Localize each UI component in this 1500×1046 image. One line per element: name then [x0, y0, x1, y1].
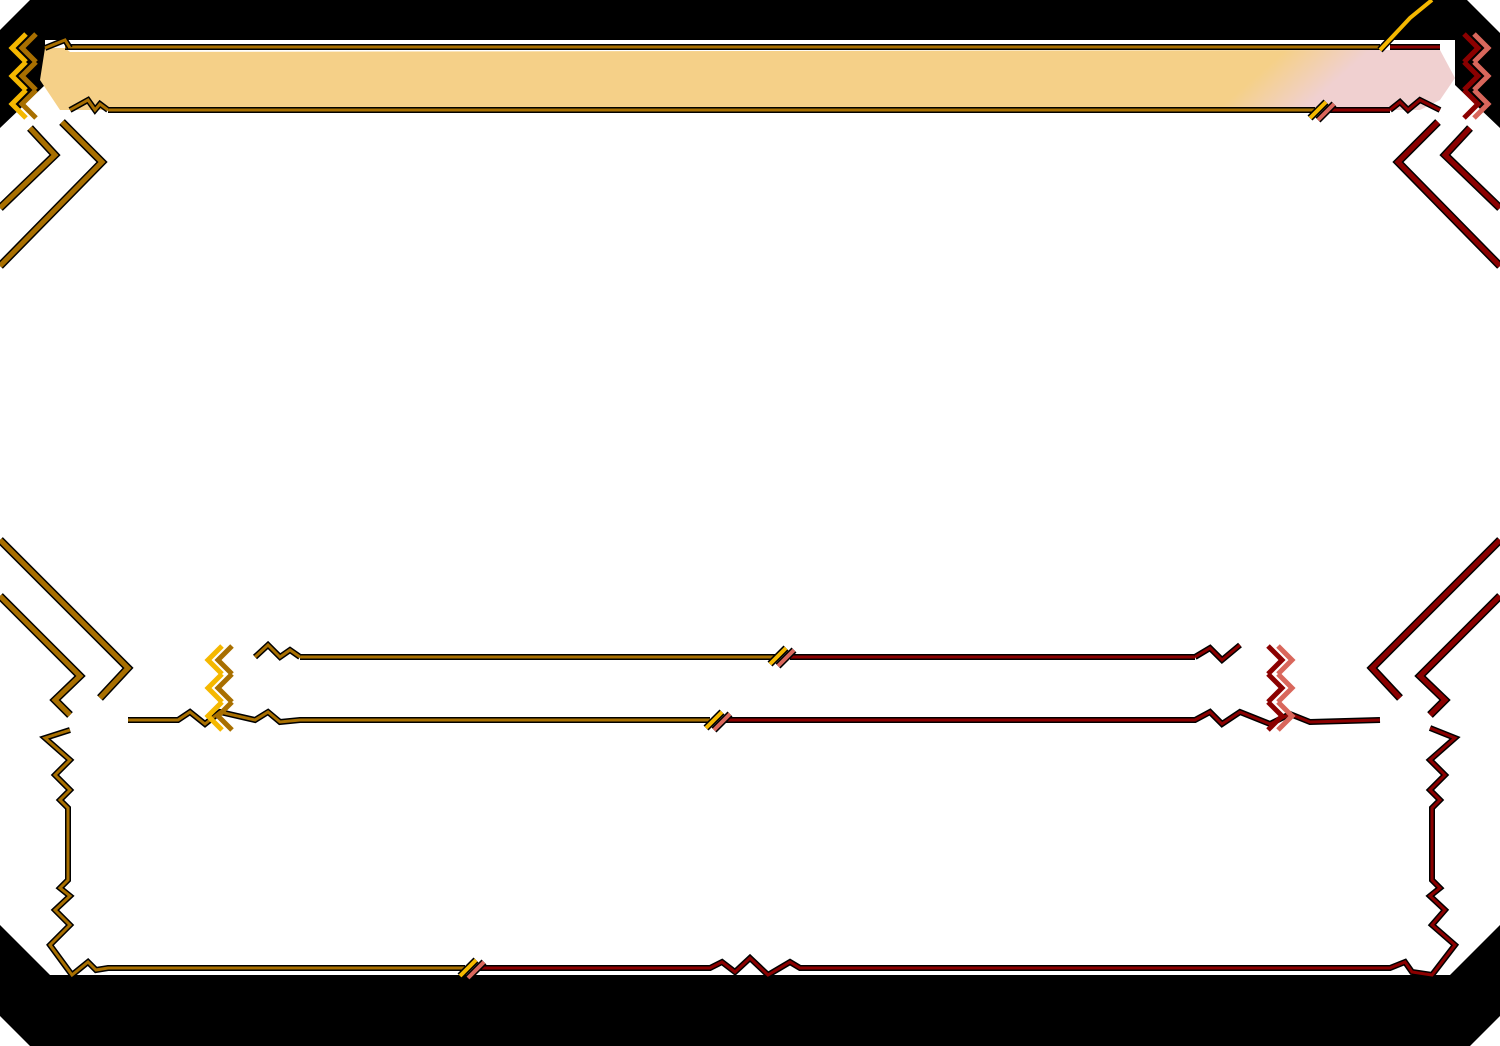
nameplate-left-top-zigzag — [253, 642, 301, 659]
left-banner-chevron-icon — [18, 88, 38, 120]
left-lower-diagonal-inner — [0, 594, 84, 717]
right-banner-chevron-icon — [1462, 88, 1482, 120]
right-lower-diagonal-outer — [1368, 538, 1500, 700]
left-lower-diagonal-inner — [0, 593, 86, 718]
left-nameplate-chevron-icon — [214, 672, 234, 704]
banner-left-zigzag — [69, 98, 109, 113]
textbox-left-border — [39, 727, 465, 980]
left-banner-chevron-icon — [8, 88, 28, 120]
right-nameplate-chevron-icon — [1266, 672, 1286, 704]
left-lower-diagonal-outer — [0, 538, 132, 700]
slash-accent — [712, 712, 732, 732]
left-banner-chevron-icon — [8, 60, 28, 92]
slash-accent — [776, 648, 796, 668]
left-banner-chevron-icon — [18, 60, 38, 92]
right-upper-diagonal-inner — [1439, 125, 1500, 211]
nameplate-right-top-zigzag — [1194, 643, 1241, 663]
slash-accent — [1308, 100, 1328, 120]
right-banner-chevron-icon — [1472, 88, 1492, 120]
textbox-right-border — [480, 726, 1458, 977]
slash-accent — [768, 646, 788, 666]
bottom-black-border — [0, 925, 1500, 1046]
frame-lines — [0, 0, 1500, 981]
right-nameplate-chevron-icon — [1266, 700, 1286, 732]
right-nameplate-chevron-icon — [1276, 700, 1296, 732]
slash-accent — [1316, 102, 1336, 122]
left-upper-diagonal-inner — [0, 126, 59, 210]
left-nameplate-chevron-icon — [204, 644, 224, 676]
right-lower-diagonal-inner — [1414, 593, 1500, 718]
nameplate-bottom-red — [725, 710, 1381, 726]
left-upper-diagonal-inner — [0, 125, 61, 211]
banner-right-zigzag — [1389, 98, 1441, 113]
right-upper-diagonal-inner — [1441, 126, 1500, 210]
right-banner-chevron-icon — [1462, 32, 1482, 64]
left-banner-chevron-icon — [8, 32, 28, 64]
left-nameplate-chevron-icon — [204, 672, 224, 704]
slash-accent — [704, 710, 724, 730]
right-upper-diagonal-outer — [1394, 120, 1500, 268]
slash-accent — [458, 958, 478, 978]
right-banner-chevron-icon — [1472, 60, 1492, 92]
corner-ornaments — [8, 32, 1492, 732]
right-nameplate-chevron-icon — [1276, 644, 1296, 676]
top-black-border — [0, 0, 1500, 128]
left-upper-diagonal-outer — [0, 120, 106, 268]
nameplate-bottom-gold — [128, 710, 710, 726]
left-nameplate-chevron-icon — [214, 700, 234, 732]
right-lower-diagonal-inner — [1416, 594, 1500, 717]
top-right-bolt — [1378, 0, 1434, 52]
textbox-right-border — [480, 725, 1461, 979]
title-banner — [40, 48, 1455, 110]
right-nameplate-chevron-icon — [1276, 672, 1296, 704]
left-nameplate-chevron-icon — [214, 644, 234, 676]
banner-left-notch — [44, 38, 72, 50]
left-nameplate-chevron-icon — [204, 700, 224, 732]
textbox-left-border — [42, 728, 465, 978]
right-nameplate-chevron-icon — [1266, 644, 1286, 676]
left-banner-chevron-icon — [18, 32, 38, 64]
right-banner-chevron-icon — [1472, 32, 1492, 64]
slash-accent — [466, 960, 486, 980]
right-banner-chevron-icon — [1462, 60, 1482, 92]
